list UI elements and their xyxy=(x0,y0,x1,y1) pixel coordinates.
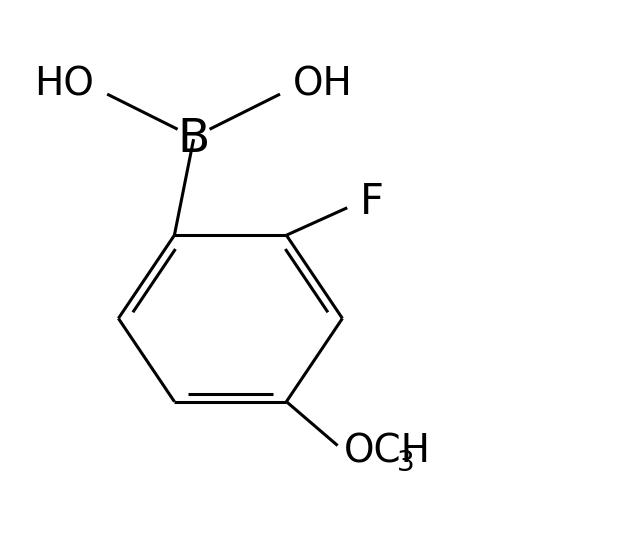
Text: OCH: OCH xyxy=(344,432,431,470)
Text: 3: 3 xyxy=(396,449,414,477)
Text: OH: OH xyxy=(293,65,353,103)
Text: HO: HO xyxy=(35,65,95,103)
Text: F: F xyxy=(360,181,384,223)
Text: B: B xyxy=(177,116,210,161)
